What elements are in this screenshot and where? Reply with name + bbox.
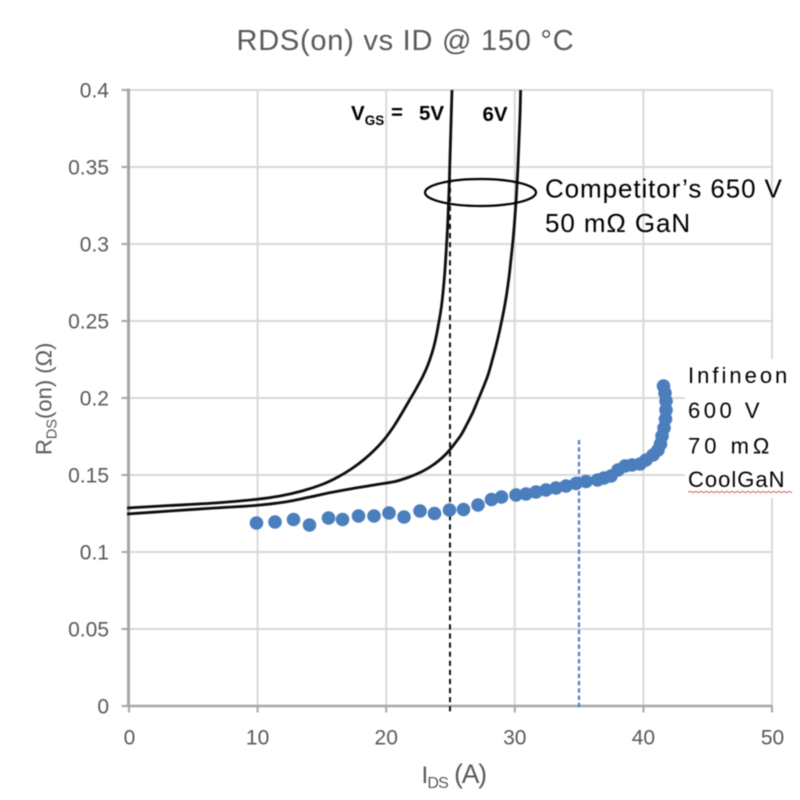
svg-text:20: 20 [375, 727, 398, 750]
svg-text:0.4: 0.4 [80, 80, 110, 103]
svg-text:6V: 6V [483, 103, 508, 126]
svg-text:RDS(on) vs ID @ 150 °C: RDS(on) vs ID @ 150 °C [237, 25, 575, 57]
svg-text:0.15: 0.15 [68, 465, 109, 488]
svg-text:0: 0 [124, 727, 136, 750]
svg-text:50: 50 [761, 727, 784, 750]
svg-text:0.1: 0.1 [80, 542, 109, 565]
svg-text:0.3: 0.3 [80, 234, 109, 257]
svg-text:30: 30 [503, 727, 526, 750]
svg-text:0.35: 0.35 [68, 157, 109, 180]
svg-text:RDS(on) (Ω): RDS(on) (Ω) [32, 343, 61, 455]
svg-text:CoolGaN: CoolGaN [688, 467, 785, 492]
svg-text:70 mΩ: 70 mΩ [688, 434, 773, 459]
svg-text:600 V: 600 V [688, 398, 763, 423]
svg-text:10: 10 [246, 727, 269, 750]
svg-text:5V: 5V [419, 102, 444, 125]
svg-text:=: = [391, 101, 403, 124]
svg-text:0: 0 [97, 696, 109, 719]
svg-text:40: 40 [632, 727, 655, 750]
svg-text:Competitor’s 650 V: Competitor’s 650 V [545, 174, 783, 204]
svg-text:0.2: 0.2 [80, 388, 109, 411]
svg-text:0.25: 0.25 [68, 311, 109, 334]
svg-text:50 mΩ GaN: 50 mΩ GaN [545, 208, 691, 238]
svg-text:0.05: 0.05 [68, 619, 109, 642]
svg-text:Infineon: Infineon [688, 363, 790, 388]
